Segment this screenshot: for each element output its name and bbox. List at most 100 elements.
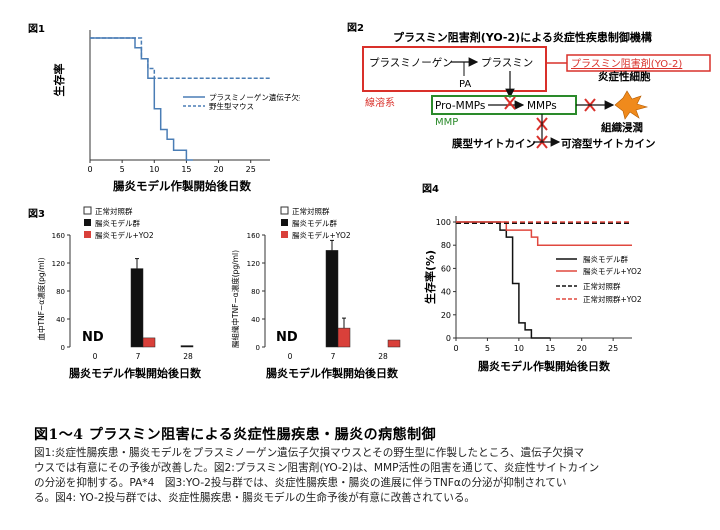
figure-3-bar <box>142 337 156 348</box>
figure-1-xlabel: 腸炎モデル作製開始後日数 <box>113 179 251 193</box>
figure-3-xlabel-left: 腸炎モデル作製開始後日数 <box>69 366 202 380</box>
figure-4-x-tick-label: 0 <box>453 344 458 353</box>
figure-1-x-tick-label: 20 <box>213 165 223 174</box>
figure-3-x-tick-label: 28 <box>183 352 193 361</box>
figure-1-series-line <box>90 37 193 161</box>
figure-3-legend-item: 腸炎モデル+YO2 <box>95 230 154 240</box>
figure-4-y-tick-label: 100 <box>436 218 451 227</box>
figure-3-legend-item: 腸炎モデル群 <box>292 218 337 228</box>
figure-1-x-tick-label: 5 <box>120 165 125 174</box>
figure-1: 図1 生存率 0 5 10 15 20 25 プラスミノーゲン遺伝子欠損マウス 野生型マウ… <box>0 0 300 200</box>
mmp-label: MMP <box>435 117 458 128</box>
figure-4-x-tick-label: 20 <box>577 344 587 353</box>
figure-caption: 図1～4 プラスミン阻害による炎症性腸疾患・腸炎の病態制御 図1:炎症性腸疾患・… <box>34 424 714 506</box>
figure-4-x-tick-label: 5 <box>485 344 490 353</box>
figure-4-x-tick-label: 10 <box>514 344 524 353</box>
figure-3-chart: 図3 正常対照群 腸炎モデル群 腸炎モデル+YO2 正常対照群 腸炎モデル群 腸… <box>28 206 401 380</box>
figure-3-x-tick-label: 28 <box>378 352 388 361</box>
figure-4-y-tick-label: 40 <box>441 288 451 297</box>
figure-2-diagram: 図2 プラスミン阻害剤(YO-2)による炎症性疾患制御機構 プラスミノーゲン P… <box>347 22 711 150</box>
figure-3-y-tick-label: 80 <box>56 288 65 296</box>
figure-3-y-tick-label: 40 <box>56 316 65 324</box>
figure-4: 図4 生存率(%) 0 20 40 60 80 100 0 5 10 15 20 25 腸炎モデル群 … <box>418 182 720 382</box>
caption-body: 図1:炎症性腸疾患・腸炎モデルをプラスミノーゲン遺伝子欠損マウスとその野生型に作… <box>34 446 714 506</box>
figure-4-y-tick-label: 0 <box>446 334 451 343</box>
figure-3: 図3 正常対照群 腸炎モデル群 腸炎モデル+YO2 正常対照群 腸炎モデル群 腸… <box>0 195 420 395</box>
figure-4-legend-item: 正常対照群+YO2 <box>583 294 642 304</box>
caption-line: の分泌を抑制する。PA*4 図3:YO-2投与群では、炎症性腸疾患・腸炎の進展に… <box>34 477 567 489</box>
figure-3-y-tick-label: 40 <box>251 316 260 324</box>
figure-3-y-tick-label: 160 <box>52 232 65 240</box>
figure-3-nd-left: ND <box>82 330 104 345</box>
figure-3-x-tick-label: 7 <box>136 352 141 361</box>
figure-3-bar <box>387 339 401 348</box>
figure-4-xlabel: 腸炎モデル作製開始後日数 <box>478 359 611 373</box>
pro-mmps-node: Pro-MMPs <box>435 100 485 112</box>
figure-4-series-line <box>456 221 551 339</box>
figure-3-legend-item: 腸炎モデル群 <box>95 218 140 228</box>
mmps-node: MMPs <box>527 100 557 112</box>
tissue-infiltration-label: 組織浸潤 <box>601 121 643 134</box>
inflammatory-cell-label: 炎症性細胞 <box>598 70 651 83</box>
figure-1-chart: 生存率 0 5 10 15 20 25 プラスミノーゲン遺伝子欠損マウス 野生型マウス 腸… <box>52 30 300 193</box>
plasminogen-node: プラスミノーゲン <box>369 57 453 69</box>
figure-3-y-tick-label: 120 <box>52 260 65 268</box>
figure-3-y-tick-label: 120 <box>247 260 260 268</box>
fibrinolysis-label: 線溶系 <box>365 96 395 109</box>
figure-3-label: 図3 <box>28 208 45 220</box>
figure-4-label: 図4 <box>422 183 439 195</box>
figure-3-xlabel-right: 腸炎モデル作製開始後日数 <box>266 366 399 380</box>
figure-1-legend-item: 野生型マウス <box>209 101 254 111</box>
figure-1-x-tick-label: 15 <box>181 165 191 174</box>
figure-2-title: プラスミン阻害剤(YO-2)による炎症性疾患制御機構 <box>393 30 652 44</box>
figure-3-y-tick-label: 80 <box>251 288 260 296</box>
figure-3-y-tick-label: 0 <box>256 344 260 352</box>
figure-4-legend-item: 腸炎モデル+YO2 <box>583 266 642 276</box>
figure-4-x-tick-label: 15 <box>545 344 555 353</box>
figure-3-x-tick-label: 0 <box>93 352 98 361</box>
plasmin-node: プラスミン <box>481 57 533 69</box>
caption-line: 図1:炎症性腸疾患・腸炎モデルをプラスミノーゲン遺伝子欠損マウスとその野生型に作… <box>34 447 585 459</box>
figure-1-legend-item: プラスミノーゲン遺伝子欠損マウス <box>209 92 300 102</box>
figure-4-series-line <box>456 221 632 246</box>
inhibitor-node: プラスミン阻害剤(YO-2) <box>571 57 682 70</box>
figure-4-ylabel: 生存率(%) <box>423 250 437 304</box>
figure-3-legend-left: 正常対照群 腸炎モデル群 腸炎モデル+YO2 <box>83 206 154 240</box>
block-mark <box>504 96 516 110</box>
figure-3-bar <box>180 345 194 348</box>
figure-3-y-tick-label: 160 <box>247 232 260 240</box>
figure-3-y-tick-label: 0 <box>61 344 65 352</box>
figure-2-label: 図2 <box>347 22 364 34</box>
figure-3-legend-right: 正常対照群 腸炎モデル群 腸炎モデル+YO2 <box>280 206 351 240</box>
figure-1-ylabel: 生存率 <box>52 64 66 97</box>
figure-3-bar <box>130 268 144 348</box>
fibrinolysis-box <box>362 46 547 92</box>
figure-4-legend-item: 正常対照群 <box>583 281 621 291</box>
caption-title: 図1～4 プラスミン阻害による炎症性腸疾患・腸炎の病態制御 <box>34 427 437 443</box>
figure-3-nd-right: ND <box>276 330 298 345</box>
membrane-cytokine-node: 膜型サイトカイン <box>452 137 536 150</box>
caption-line: ウスでは有意にその予後が改善した。図2:プラスミン阻害剤(YO-2)は、MMP活… <box>34 462 600 474</box>
figure-3-left-ylabel: 血中TNF−α濃度(pg/ml) <box>36 257 46 340</box>
figure-3-bar <box>337 327 351 348</box>
figure-4-y-tick-label: 60 <box>441 264 451 273</box>
figure-3-legend-item: 正常対照群 <box>95 206 133 216</box>
figure-1-series-line <box>90 37 270 80</box>
pa-node: PA <box>459 79 471 90</box>
figure-1-x-tick-label: 0 <box>87 165 92 174</box>
inflammatory-cell-icon <box>614 90 649 120</box>
figure-4-x-tick-label: 25 <box>608 344 618 353</box>
figure-3-legend-item: 正常対照群 <box>292 206 330 216</box>
figure-3-x-tick-label: 0 <box>288 352 293 361</box>
figure-4-y-tick-label: 20 <box>441 311 451 320</box>
figure-3-x-tick-label: 7 <box>331 352 336 361</box>
figure-1-x-tick-label: 25 <box>246 165 256 174</box>
soluble-cytokine-node: 可溶型サイトカイン <box>561 137 656 150</box>
figure-3-bar <box>325 250 339 348</box>
inhibitor-box <box>566 54 711 72</box>
figure-4-y-tick-label: 80 <box>441 241 451 250</box>
figure-3-legend-item: 腸炎モデル+YO2 <box>292 230 351 240</box>
caption-line: る。図4: YO-2投与群では、炎症性腸疾患・腸炎モデルの生命予後が有意に改善さ… <box>34 492 476 504</box>
figure-4-legend-item: 腸炎モデル群 <box>583 254 628 264</box>
